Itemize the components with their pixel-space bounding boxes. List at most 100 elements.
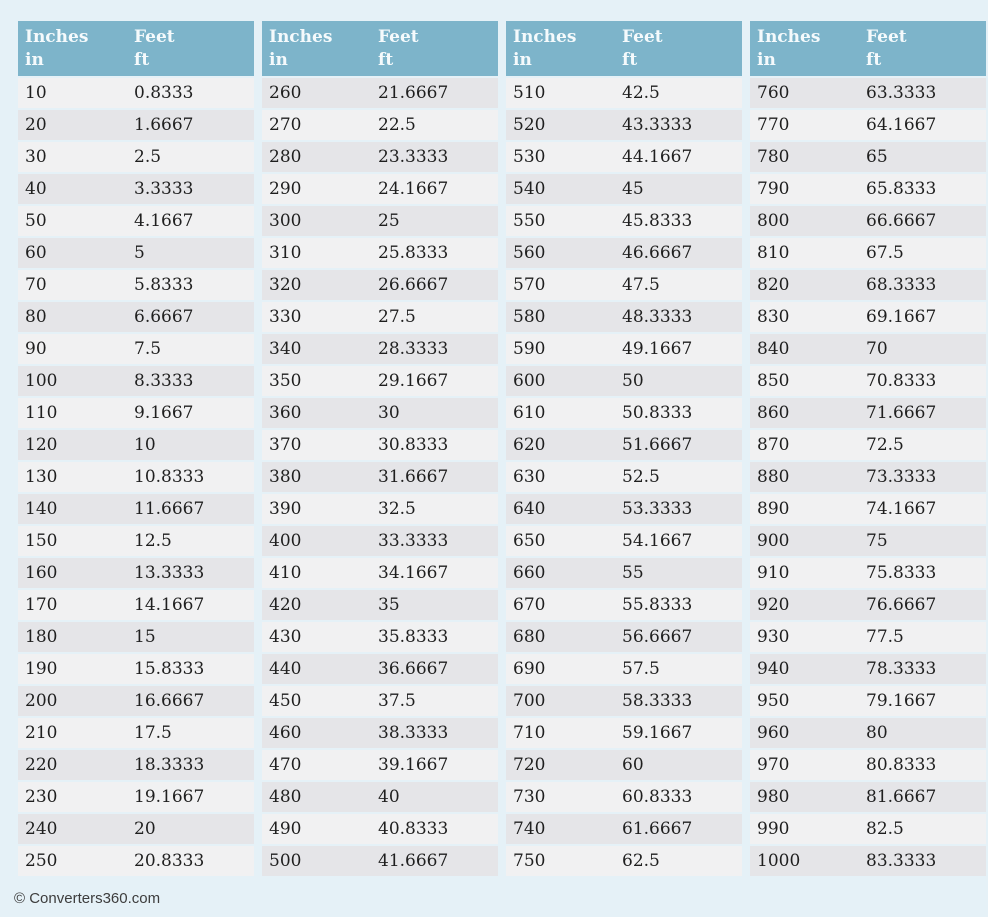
feet-value: 6.6667 — [134, 307, 194, 327]
feet-value: 3.3333 — [134, 179, 194, 199]
table-row: 690 57.5 — [506, 654, 742, 686]
inches-value: 710 — [513, 723, 546, 743]
inches-value: 700 — [513, 691, 546, 711]
feet-value: 2.5 — [134, 147, 162, 167]
table-row: 290 24.1667 — [262, 174, 498, 206]
feet-value: 47.5 — [622, 275, 660, 295]
feet-value: 68.3333 — [866, 275, 937, 295]
inches-value: 970 — [757, 755, 790, 775]
table-row: 510 42.5 — [506, 78, 742, 110]
feet-value: 70 — [866, 339, 888, 359]
feet-value: 45.8333 — [622, 211, 693, 231]
table-row: 220 18.3333 — [18, 750, 254, 782]
table-row: 470 39.1667 — [262, 750, 498, 782]
feet-value: 60.8333 — [622, 787, 693, 807]
feet-value: 49.1667 — [622, 339, 693, 359]
feet-value: 31.6667 — [378, 467, 449, 487]
table-row: 670 55.8333 — [506, 590, 742, 622]
table-row: 960 80 — [750, 718, 986, 750]
feet-value: 9.1667 — [134, 403, 194, 423]
inches-value: 870 — [757, 435, 790, 455]
table-row: 910 75.8333 — [750, 558, 986, 590]
table-row: 40 3.3333 — [18, 174, 254, 206]
feet-value: 75.8333 — [866, 563, 937, 583]
feet-value: 48.3333 — [622, 307, 693, 327]
inches-value: 660 — [513, 563, 546, 583]
inches-value: 650 — [513, 531, 546, 551]
feet-value: 37.5 — [378, 691, 416, 711]
inches-value: 50 — [25, 211, 47, 231]
inches-value: 760 — [757, 83, 790, 103]
feet-value: 24.1667 — [378, 179, 449, 199]
inches-value: 280 — [269, 147, 302, 167]
feet-value: 11.6667 — [134, 499, 205, 519]
feet-value: 32.5 — [378, 499, 416, 519]
inches-value: 620 — [513, 435, 546, 455]
table-row: 820 68.3333 — [750, 270, 986, 302]
feet-value: 7.5 — [134, 339, 162, 359]
inches-value: 150 — [25, 531, 58, 551]
inches-value: 770 — [757, 115, 790, 135]
inches-column-header: Inches in — [262, 26, 378, 76]
inches-value: 370 — [269, 435, 302, 455]
feet-value: 72.5 — [866, 435, 904, 455]
feet-value: 51.6667 — [622, 435, 693, 455]
table-row: 710 59.1667 — [506, 718, 742, 750]
inches-value: 310 — [269, 243, 302, 263]
table-row: 120 10 — [18, 430, 254, 462]
feet-value: 50.8333 — [622, 403, 693, 423]
inches-value: 400 — [269, 531, 302, 551]
table-row: 390 32.5 — [262, 494, 498, 526]
feet-value: 58.3333 — [622, 691, 693, 711]
feet-value: 80.8333 — [866, 755, 937, 775]
table-row: 880 73.3333 — [750, 462, 986, 494]
inches-value: 540 — [513, 179, 546, 199]
table-row: 640 53.3333 — [506, 494, 742, 526]
feet-value: 46.6667 — [622, 243, 693, 263]
feet-header-unit: ft — [622, 50, 638, 70]
inches-header-title: Inches — [757, 27, 821, 47]
inches-value: 90 — [25, 339, 47, 359]
feet-value: 71.6667 — [866, 403, 937, 423]
inches-value: 470 — [269, 755, 302, 775]
feet-value: 18.3333 — [134, 755, 205, 775]
feet-value: 67.5 — [866, 243, 904, 263]
inches-value: 590 — [513, 339, 546, 359]
table-row: 560 46.6667 — [506, 238, 742, 270]
inches-column-header: Inches in — [506, 26, 622, 76]
inches-value: 130 — [25, 467, 58, 487]
table-row: 170 14.1667 — [18, 590, 254, 622]
feet-header-title: Feet — [134, 27, 175, 47]
feet-column-header: Feet ft — [866, 26, 986, 76]
table-row: 460 38.3333 — [262, 718, 498, 750]
table-row: 190 15.8333 — [18, 654, 254, 686]
inches-value: 580 — [513, 307, 546, 327]
feet-header-title: Feet — [866, 27, 907, 47]
table-row: 650 54.1667 — [506, 526, 742, 558]
inches-value: 20 — [25, 115, 47, 135]
inches-value: 630 — [513, 467, 546, 487]
inches-value: 120 — [25, 435, 58, 455]
feet-value: 74.1667 — [866, 499, 937, 519]
table-body: 760 63.3333 770 64.1667 780 65 790 65.8333 800 66… — [750, 78, 986, 878]
table-row: 970 80.8333 — [750, 750, 986, 782]
inches-value: 790 — [757, 179, 790, 199]
table-row: 780 65 — [750, 142, 986, 174]
feet-value: 56.6667 — [622, 627, 693, 647]
feet-value: 22.5 — [378, 115, 416, 135]
feet-header-unit: ft — [866, 50, 882, 70]
inches-value: 320 — [269, 275, 302, 295]
table-row: 590 49.1667 — [506, 334, 742, 366]
feet-value: 28.3333 — [378, 339, 449, 359]
feet-value: 13.3333 — [134, 563, 205, 583]
inches-value: 160 — [25, 563, 58, 583]
table-row: 140 11.6667 — [18, 494, 254, 526]
table-row: 770 64.1667 — [750, 110, 986, 142]
inches-value: 880 — [757, 467, 790, 487]
table-header: Inches in Feet ft — [750, 21, 986, 78]
table-row: 90 7.5 — [18, 334, 254, 366]
feet-column-header: Feet ft — [622, 26, 742, 76]
inches-header-unit: in — [757, 50, 776, 70]
feet-value: 16.6667 — [134, 691, 205, 711]
inches-value: 300 — [269, 211, 302, 231]
